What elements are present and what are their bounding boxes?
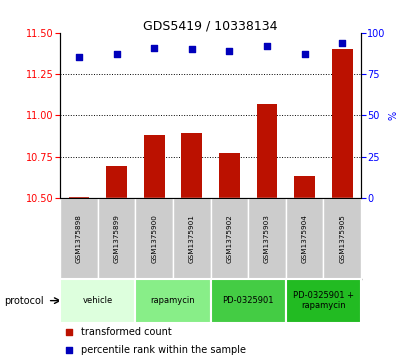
Text: GSM1375903: GSM1375903 [264,214,270,263]
Bar [323,198,361,279]
Bar [286,279,361,323]
Title: GDS5419 / 10338134: GDS5419 / 10338134 [143,20,278,33]
Bar [294,176,315,198]
Bar [181,132,202,198]
Bar [98,198,135,279]
Bar [135,198,173,279]
Point [66,329,73,335]
Text: PD-0325901 +
rapamycin: PD-0325901 + rapamycin [293,291,354,310]
Text: transformed count: transformed count [81,327,172,337]
Point [151,45,158,50]
Bar [211,198,248,279]
Bar [106,166,127,198]
Text: GSM1375900: GSM1375900 [151,214,157,263]
Text: GSM1375898: GSM1375898 [76,214,82,263]
Text: GSM1375905: GSM1375905 [339,214,345,263]
Point [339,40,346,45]
Bar [219,153,240,198]
Text: GSM1375899: GSM1375899 [114,214,120,263]
Y-axis label: %: % [388,111,398,120]
Text: percentile rank within the sample: percentile rank within the sample [81,345,246,355]
Bar [286,198,323,279]
Point [188,46,195,52]
Text: rapamycin: rapamycin [151,296,195,305]
Bar [211,279,286,323]
Point [264,43,270,49]
Point [301,51,308,57]
Bar [248,198,286,279]
Bar [68,197,89,198]
Text: PD-0325901: PD-0325901 [222,296,274,305]
Bar [135,279,210,323]
Bar [144,135,164,198]
Point [66,347,73,353]
Bar [257,104,277,198]
Point [76,54,82,60]
Bar [60,198,98,279]
Bar [173,198,210,279]
Point [113,51,120,57]
Text: vehicle: vehicle [83,296,113,305]
Text: GSM1375904: GSM1375904 [302,214,308,263]
Point [226,48,233,54]
Text: protocol: protocol [4,295,44,306]
Text: GSM1375901: GSM1375901 [189,214,195,263]
Text: GSM1375902: GSM1375902 [227,214,232,263]
Bar [60,279,135,323]
Bar [332,49,353,198]
